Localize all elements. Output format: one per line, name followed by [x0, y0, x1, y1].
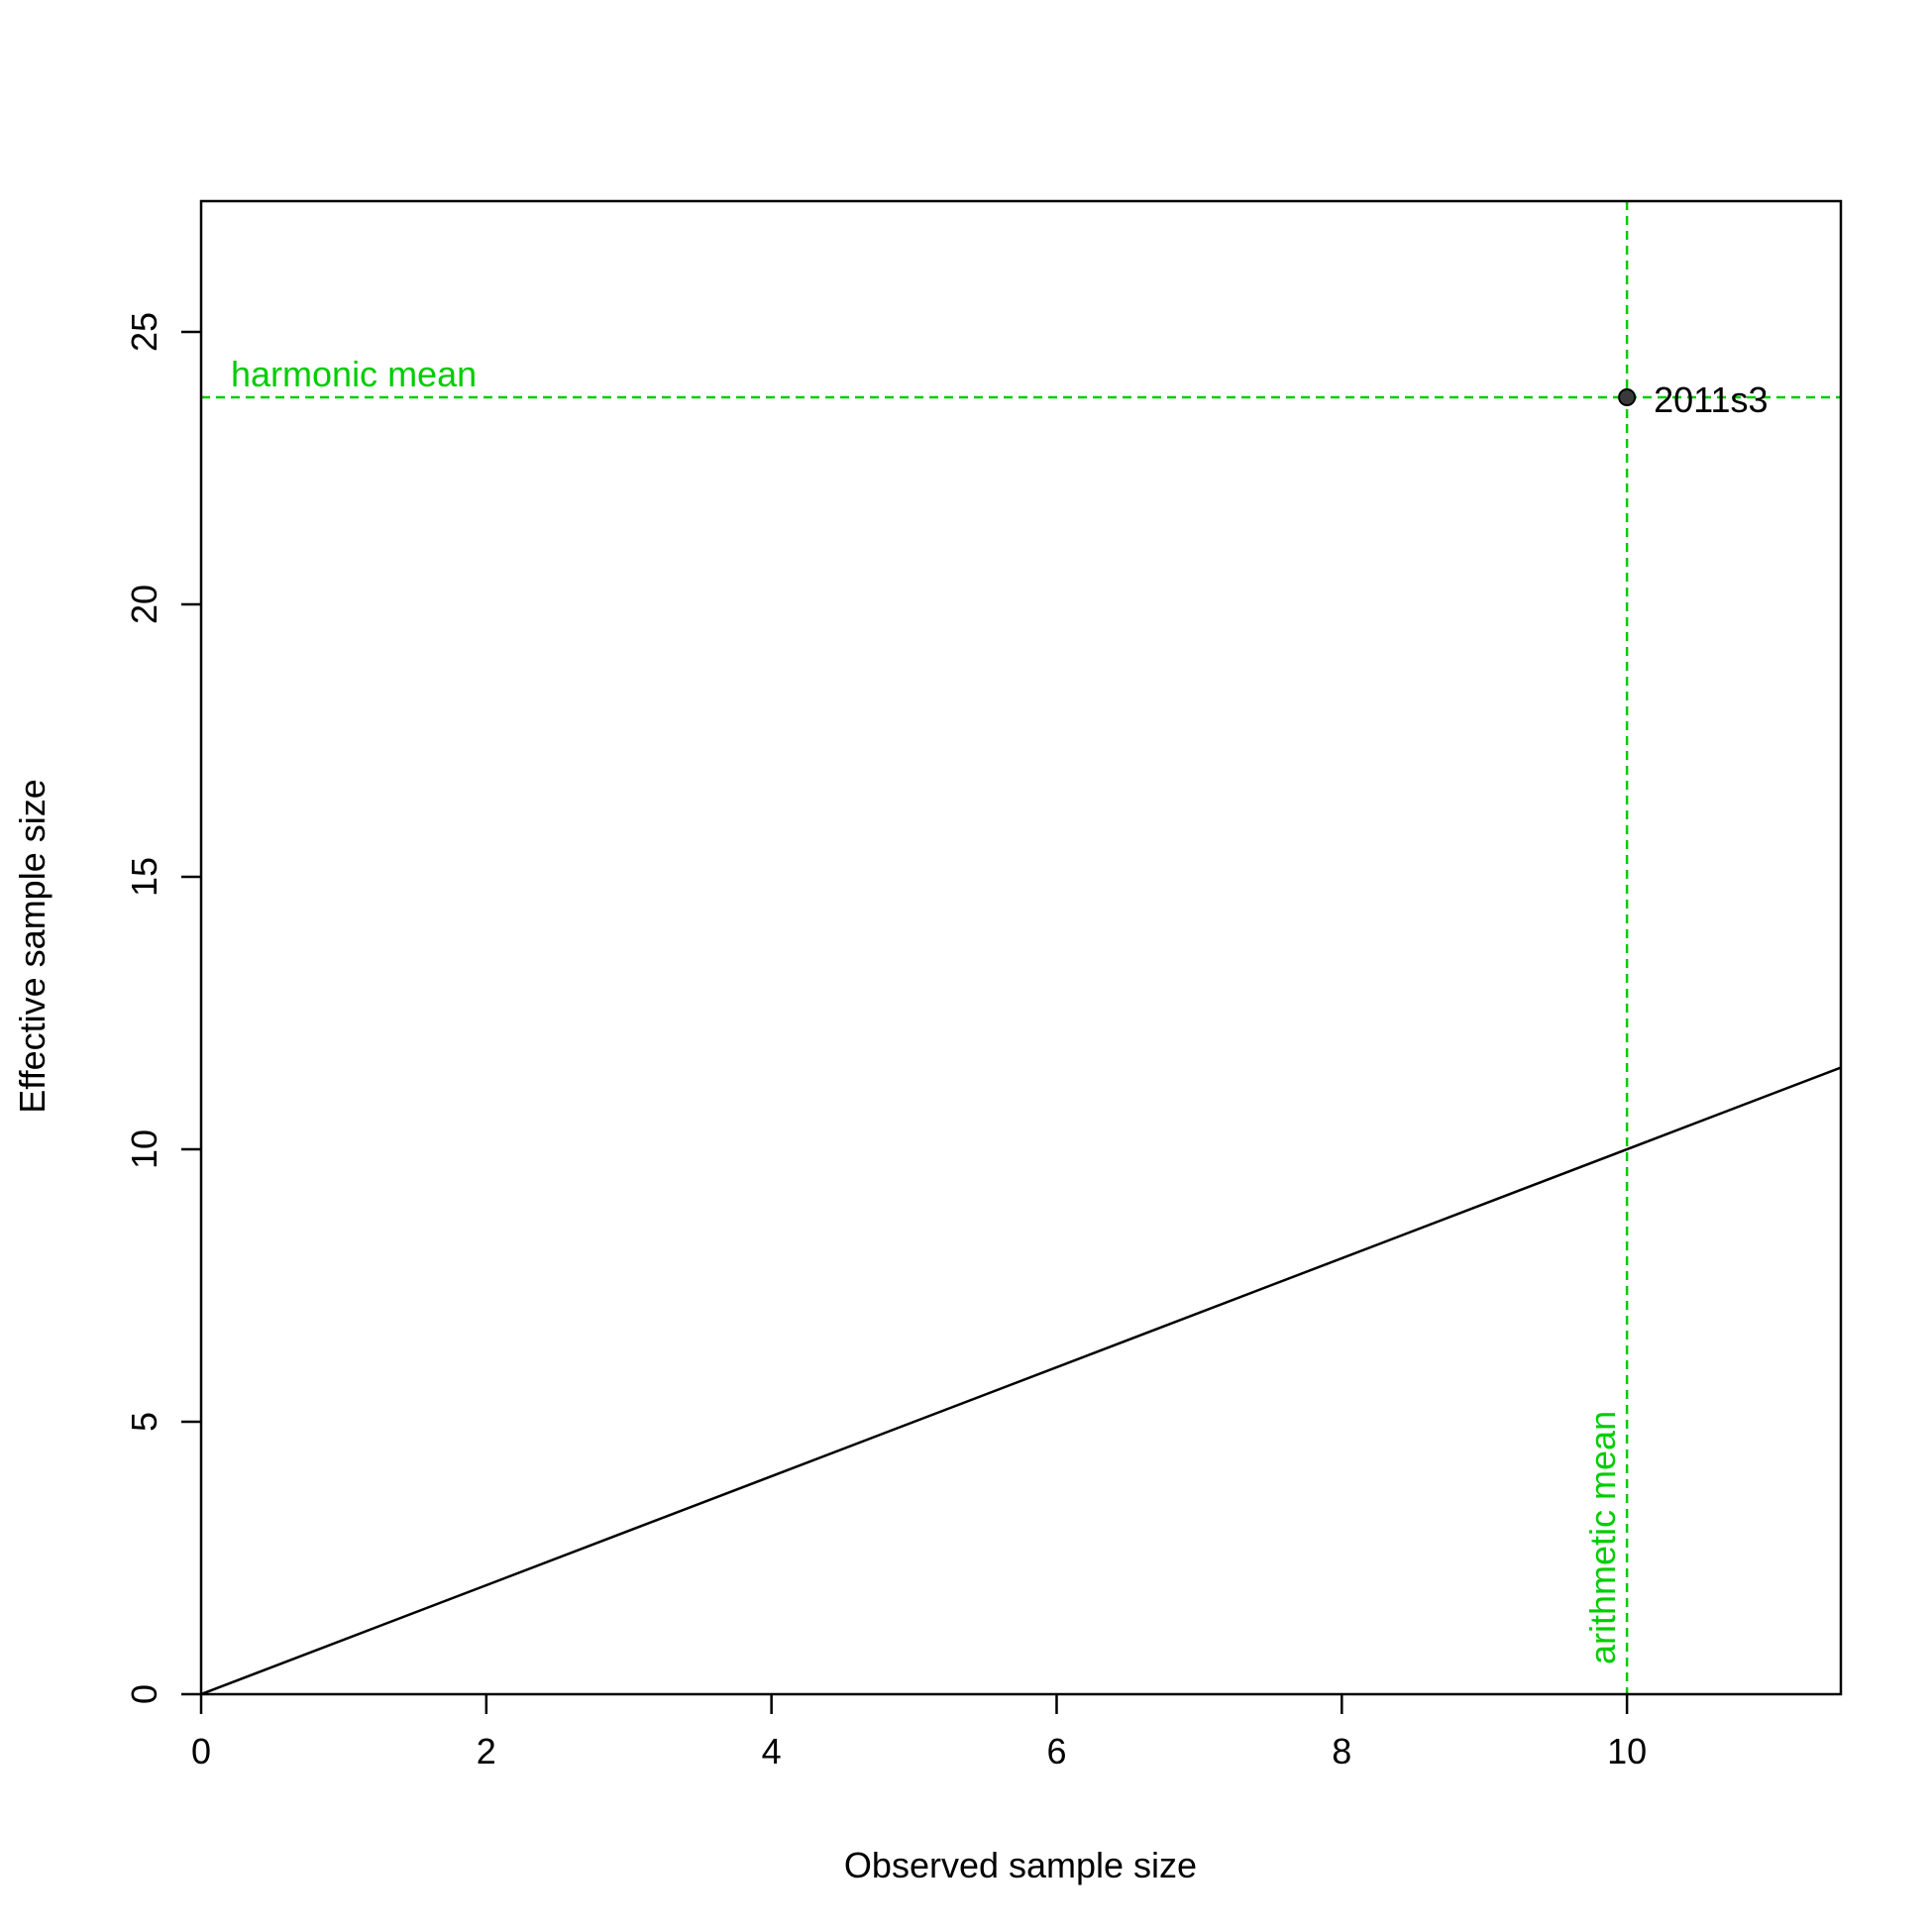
annotations: harmonic mean arithmetic mean 2011s3: [231, 354, 1769, 1664]
y-axis-ticks: 0 5 10 15 20 25: [124, 312, 201, 1704]
data-point-label: 2011s3: [1654, 379, 1768, 420]
data-point: [1618, 388, 1637, 406]
harmonic-mean-label: harmonic mean: [231, 354, 477, 394]
x-axis-title: Observed sample size: [844, 1845, 1197, 1885]
y-tick-label: 0: [124, 1684, 164, 1704]
x-tick-label: 10: [1607, 1731, 1647, 1771]
y-tick-label: 25: [124, 312, 164, 352]
y-axis-title: Effective sample size: [12, 779, 53, 1113]
x-tick-label: 2: [477, 1731, 496, 1771]
x-tick-label: 4: [762, 1731, 782, 1771]
identity-line: [201, 1066, 1841, 1694]
y-tick-label: 5: [124, 1412, 164, 1432]
arithmetic-mean-label: arithmetic mean: [1582, 1411, 1623, 1664]
x-tick-label: 6: [1046, 1731, 1066, 1771]
y-tick-label: 15: [124, 857, 164, 897]
x-axis-ticks: 0 2 4 6 8 10: [191, 1694, 1647, 1771]
plot-frame: [199, 199, 1843, 1696]
y-tick-label: 10: [124, 1129, 164, 1169]
plot-area: [201, 201, 1841, 1694]
x-tick-label: 8: [1332, 1731, 1351, 1771]
x-tick-label: 0: [191, 1731, 211, 1771]
y-tick-label: 20: [124, 585, 164, 624]
